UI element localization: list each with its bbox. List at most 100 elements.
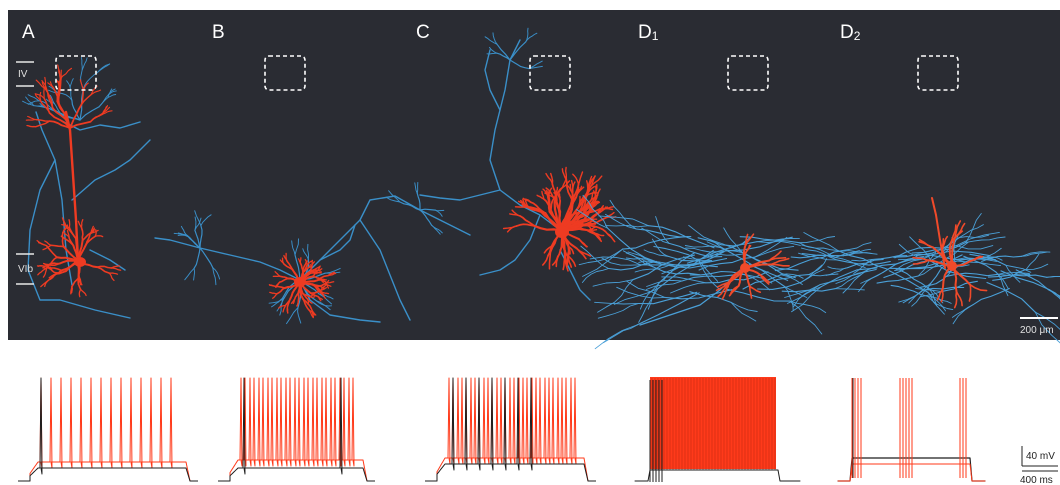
neuron-b-dendrite [281, 257, 285, 265]
neuron-a-dendrite [49, 267, 63, 272]
neuron-b-dendrite [307, 298, 313, 304]
neuron-d1-axon [641, 227, 670, 244]
neuron-c-dendrite [588, 226, 596, 231]
neuron-d2-axon [1025, 253, 1040, 270]
neuron-c-axon [486, 52, 497, 55]
neuron-a-axon [107, 94, 117, 98]
neuron-d1-axon [661, 263, 718, 269]
neuron-d2-axon [919, 291, 942, 298]
trace-a-red [18, 377, 198, 482]
neuron-d1-soma [740, 263, 750, 273]
neuron-d2-axon [784, 284, 821, 298]
neuron-d2-axon [842, 269, 869, 294]
neuron-c-axon [509, 41, 527, 61]
neuron-a-dendrite [77, 220, 83, 229]
neuron-b-axon [200, 214, 212, 227]
neuron-d1 [576, 194, 878, 350]
voltage-trace-layer [18, 377, 986, 482]
neuron-d2-axon [986, 281, 1036, 313]
neuron-d1-axon [663, 265, 686, 281]
neuron-a-dendrite [42, 264, 50, 269]
neuron-b-axon [388, 190, 401, 203]
neuron-b-dendrite [327, 272, 337, 277]
neuron-a-dendrite [40, 100, 51, 114]
neuron-d2-dendrite [936, 286, 944, 301]
neuron-a-axon [108, 90, 117, 95]
neuron-b-dendrite [306, 260, 313, 266]
layer-label-vib: VIb [18, 264, 33, 275]
neuron-d1-axon [605, 224, 649, 228]
neuron-d2-axon [995, 271, 1009, 297]
neuron-d2-axon [915, 287, 942, 293]
neuron-b-dendrite [276, 287, 286, 295]
neuron-d1-axon [622, 235, 689, 250]
neuron-b-dendrite [302, 298, 311, 312]
neuron-d2-axon [867, 257, 923, 271]
neuron-d2-axon [1021, 251, 1048, 257]
trace-d2-red [837, 463, 986, 482]
neuron-b-axon [184, 267, 195, 281]
neuron-a-dendrite [75, 237, 79, 261]
neuron-d2-axon [791, 286, 822, 313]
neuron-b-dendrite [319, 278, 327, 281]
neuron-d1-axon [576, 209, 608, 229]
neuron-d1-axon [602, 324, 638, 344]
neuron-b-axon [268, 297, 285, 304]
neuron-c-dendrite [587, 220, 595, 224]
morphology-panel-background [8, 10, 1060, 340]
neuron-d2-axon [927, 295, 954, 311]
neuron-c-dendrite [526, 206, 543, 213]
neuron-c-axon [484, 49, 501, 111]
neuron-a-dendrite [68, 227, 77, 240]
neuron-a-dendrite [48, 269, 63, 281]
neuron-a-dendrite [66, 229, 70, 238]
neuron-b-axon [180, 225, 188, 236]
neuron-a-dendrite [79, 79, 84, 92]
neuron-b-dendrite [274, 285, 286, 289]
neuron-d2-dendrite [953, 220, 962, 241]
neuron-d1-axon [594, 324, 638, 350]
neuron-b-axon [307, 243, 310, 261]
neuron-a-dendrite [90, 225, 94, 234]
neuron-b-dendrite [320, 287, 328, 291]
neuron-b-dendrite [308, 309, 314, 319]
layer-label-iv: IV [18, 69, 28, 80]
neuron-a-dendrite [89, 227, 96, 235]
neuron-d1-axon [668, 242, 723, 258]
neuron-b-dendrite [296, 300, 299, 307]
neuron-b-axon [276, 297, 285, 312]
neuron-a-axon [25, 96, 35, 107]
neuron-d1-axon [754, 236, 788, 258]
neuron-a-dendrite [101, 105, 109, 115]
neuron-a-dendrite [50, 244, 65, 248]
neuron-c-dendrite [589, 175, 603, 188]
neuron-d2-dendrite [931, 197, 946, 269]
neuron-d1-dendrite [770, 263, 790, 267]
neuron-c-dendrite [564, 166, 568, 183]
neuron-b-axon [154, 237, 301, 281]
neuron-c-dendrite [599, 205, 615, 210]
neuron-a-axon [80, 56, 83, 71]
neuron-d1-axon [748, 264, 786, 288]
neuron-d2 [784, 197, 1060, 344]
neuron-a-dendrite [96, 266, 110, 274]
neuron-a-axon [71, 139, 151, 201]
neuron-b-axon [271, 297, 284, 308]
neuron-a-dendrite [101, 110, 113, 115]
neuron-a-axon [27, 159, 131, 319]
neuron-b-axon [299, 195, 471, 281]
neuron-c-axon [492, 32, 498, 45]
neuron-a-dendrite [89, 113, 104, 123]
neuron-d1-axon [645, 280, 683, 290]
neuron-d1-axon [780, 274, 803, 285]
neuron-c-dendrite [506, 225, 518, 233]
neuron-d1-axon [705, 271, 769, 284]
neuron-b-axon [194, 217, 202, 231]
neuron-d2-dendrite [955, 290, 963, 307]
trace-b-red [218, 377, 375, 482]
neuron-a-axon [66, 80, 71, 88]
neuron-b-axon [302, 248, 309, 261]
neuron-d2-axon [803, 232, 839, 251]
neuron-d2-axon [987, 274, 1048, 278]
neuron-d1-axon [605, 213, 637, 230]
